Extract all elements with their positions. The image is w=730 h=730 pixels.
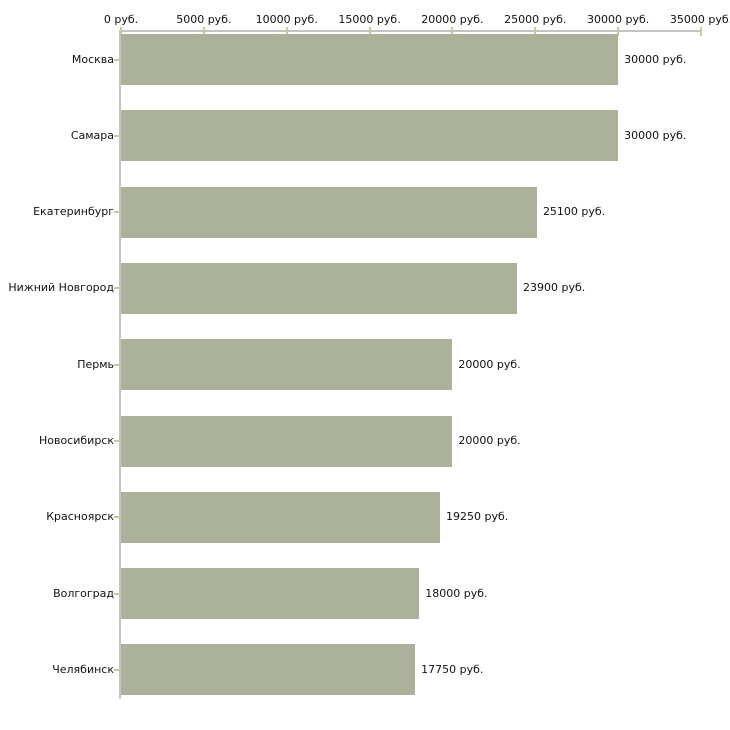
category-label: Красноярск	[46, 510, 114, 524]
category-tick-mark	[114, 287, 121, 290]
category-tick-mark	[114, 516, 121, 519]
bar	[121, 262, 518, 314]
value-label: 25100 руб.	[542, 205, 606, 219]
value-label: 23900 руб.	[523, 281, 586, 295]
x-tick-mark	[700, 27, 702, 36]
value-label: 30000 руб.	[624, 52, 687, 66]
x-tick-mark	[120, 27, 122, 36]
category-tick-mark	[114, 211, 121, 214]
category-label: Екатеринбург	[33, 205, 114, 219]
x-tick-label: 10000 руб.	[255, 13, 318, 26]
x-tick-mark	[534, 27, 537, 36]
x-tick-label: 15000 руб.	[338, 13, 401, 26]
category-label: Москва	[71, 52, 114, 66]
x-tick-mark	[285, 27, 288, 36]
value-label: 20000 руб.	[458, 357, 521, 371]
category-tick-mark	[114, 668, 121, 671]
category-label: Новосибирск	[38, 434, 114, 447]
bar	[121, 415, 453, 467]
category-tick-mark	[114, 592, 121, 595]
bar	[121, 568, 420, 620]
value-label: 17750 руб.	[421, 662, 484, 676]
bar	[121, 339, 453, 391]
value-label: 18000 руб.	[425, 586, 488, 600]
bar	[121, 644, 416, 696]
category-tick-mark	[114, 58, 121, 61]
category-label: Самара	[70, 128, 114, 142]
bar	[121, 34, 619, 85]
category-tick-mark	[114, 363, 121, 366]
x-tick-label: 20000 руб.	[421, 13, 484, 26]
category-tick-mark	[114, 440, 121, 442]
value-label: 30000 руб.	[624, 128, 687, 142]
x-tick-label: 0 руб.	[103, 13, 139, 26]
category-tick-mark	[114, 134, 121, 137]
x-tick-label: 5000 руб.	[176, 13, 232, 26]
bar	[121, 491, 440, 543]
x-tick-label: 30000 руб.	[587, 13, 650, 26]
category-label: Волгоград	[53, 586, 114, 600]
value-label: 19250 руб.	[446, 510, 509, 524]
value-label: 20000 руб.	[458, 434, 521, 447]
bar	[121, 110, 619, 162]
x-tick-mark	[617, 27, 620, 36]
category-label: Пермь	[77, 357, 114, 371]
x-axis-line	[119, 30, 701, 32]
x-tick-mark	[202, 27, 205, 36]
x-tick-label: 25000 руб.	[504, 13, 567, 26]
x-tick-mark	[451, 27, 454, 36]
category-label: Нижний Новгород	[8, 281, 114, 295]
bar	[121, 186, 537, 238]
category-label: Челябинск	[52, 662, 114, 676]
x-tick-mark	[368, 27, 371, 36]
x-tick-label: 35000 руб.	[669, 13, 730, 26]
